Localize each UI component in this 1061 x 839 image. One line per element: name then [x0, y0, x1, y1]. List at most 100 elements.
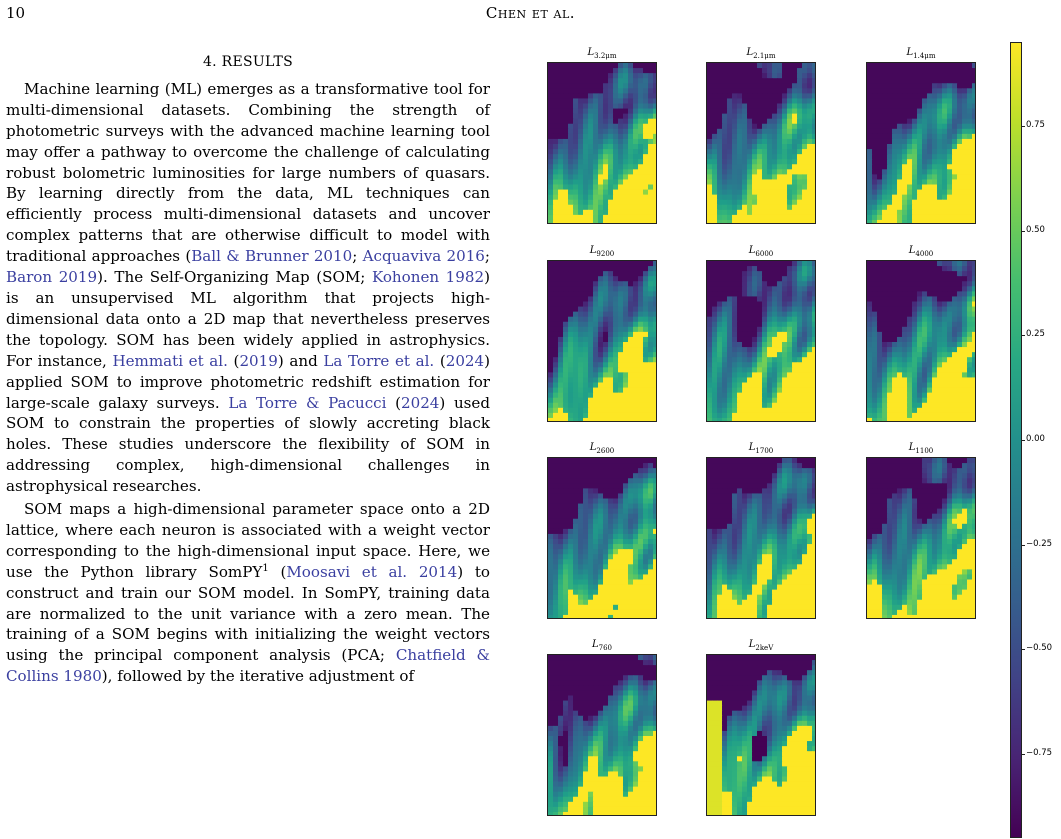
heatmap-cell — [598, 508, 604, 515]
heatmap-cell — [618, 331, 624, 338]
heatmap-cell — [613, 483, 619, 489]
heatmap-cell — [638, 569, 644, 576]
heatmap-cell — [583, 336, 589, 343]
heatmap-cell — [747, 159, 753, 165]
citation-link[interactable]: La Torre & Pacucci — [228, 393, 387, 412]
heatmap-cell — [802, 68, 808, 74]
heatmap-cell — [568, 574, 574, 581]
heatmap-cell — [628, 271, 634, 277]
heatmap-cell — [792, 342, 798, 348]
citation-link[interactable]: La Torre et al. — [323, 351, 435, 370]
heatmap-cell — [757, 402, 763, 409]
heatmap-cell — [727, 98, 733, 105]
heatmap-cell — [782, 83, 788, 89]
heatmap-cell — [623, 488, 629, 495]
heatmap-cell — [638, 352, 644, 358]
citation-link[interactable]: 2024 — [445, 351, 485, 370]
heatmap-cell — [737, 93, 743, 100]
heatmap-cell — [653, 266, 656, 272]
heatmap-cell — [588, 523, 594, 530]
heatmap-cell — [772, 88, 778, 94]
citation-link[interactable]: Baron 2019 — [6, 268, 98, 287]
heatmap-cell — [717, 83, 723, 89]
heatmap-cell — [867, 108, 873, 115]
heatmap-cell — [633, 204, 639, 211]
heatmap-cell — [962, 184, 968, 191]
heatmap-cell — [762, 352, 768, 358]
heatmap-cell — [643, 579, 649, 586]
heatmap-cell — [867, 311, 873, 318]
heatmap-cell — [877, 128, 883, 135]
heatmap-cell — [633, 78, 639, 84]
heatmap-cell — [812, 63, 815, 69]
heatmap-cell — [882, 174, 888, 181]
heatmap-cell — [782, 179, 788, 186]
heatmap-cell — [897, 138, 903, 145]
heatmap-cell — [872, 326, 878, 333]
heatmap-cell — [638, 261, 644, 267]
heatmap-cell — [897, 184, 903, 191]
heatmap-cell — [917, 68, 923, 74]
heatmap-cell — [643, 463, 649, 469]
heatmap-cell — [737, 209, 743, 216]
heatmap-cell — [553, 128, 559, 135]
heatmap-cell — [583, 397, 589, 404]
heatmap-cell — [927, 347, 933, 353]
citation-link[interactable]: 2024 — [401, 393, 440, 412]
heatmap-cell — [618, 154, 624, 160]
footnote-marker[interactable]: 1 — [262, 562, 269, 574]
heatmap-cell — [583, 113, 589, 120]
heatmap-cell — [712, 417, 718, 421]
heatmap-cell — [882, 184, 888, 191]
heatmap-cell — [897, 98, 903, 105]
heatmap-cell — [573, 483, 579, 489]
citation-link[interactable]: Chatfield & Collins 1980 — [6, 646, 490, 686]
heatmap-cell — [633, 103, 639, 110]
heatmap-cell — [742, 357, 748, 363]
heatmap-cell — [568, 513, 574, 520]
heatmap-cell — [892, 179, 898, 186]
citation-link[interactable]: Acquaviva 2016 — [362, 247, 485, 266]
heatmap-cell — [578, 128, 584, 135]
heatmap-cell — [952, 316, 958, 323]
heatmap-cell — [598, 291, 604, 298]
heatmap-cell — [608, 513, 614, 520]
heatmap-cell — [882, 209, 888, 216]
heatmap-cell — [747, 382, 753, 389]
heatmap-cell — [653, 326, 656, 333]
heatmap-cell — [638, 539, 644, 545]
heatmap-cell — [902, 342, 908, 348]
heatmap-cell — [578, 498, 584, 505]
heatmap-cell — [872, 377, 878, 384]
citation-link[interactable]: Ball & Brunner 2010 — [191, 247, 353, 266]
citation-link[interactable]: Hemmati et al. — [112, 351, 228, 370]
heatmap-cell — [727, 321, 733, 328]
heatmap-cell — [583, 63, 589, 69]
citation-link[interactable]: 2019 — [239, 351, 278, 370]
heatmap-cell — [722, 204, 728, 211]
heatmap-cell — [633, 412, 639, 419]
heatmap-cell — [927, 357, 933, 363]
heatmap-cell — [867, 382, 873, 389]
citation-link[interactable]: Kohonen 1982 — [371, 268, 485, 287]
heatmap-cell — [653, 316, 656, 323]
heatmap-cell — [598, 68, 604, 74]
heatmap-cell — [648, 609, 654, 616]
heatmap-cell — [633, 128, 639, 135]
heatmap-cell — [558, 261, 564, 267]
heatmap-cell — [653, 554, 656, 560]
heatmap-cell — [553, 219, 559, 223]
heatmap-cell — [932, 184, 938, 191]
heatmap-cell — [638, 579, 644, 586]
heatmap-cell — [603, 133, 609, 140]
heatmap-cell — [588, 554, 594, 560]
citation-link[interactable]: Moosavi et al. 2014 — [286, 562, 458, 581]
heatmap-cell — [797, 331, 803, 338]
heatmap-cell — [628, 68, 634, 74]
heatmap-cell — [867, 387, 873, 394]
heatmap-cell — [792, 306, 798, 313]
heatmap-cell — [872, 291, 878, 298]
heatmap-cell — [638, 554, 644, 560]
heatmap-cell — [897, 321, 903, 328]
heatmap-cell — [967, 169, 973, 175]
